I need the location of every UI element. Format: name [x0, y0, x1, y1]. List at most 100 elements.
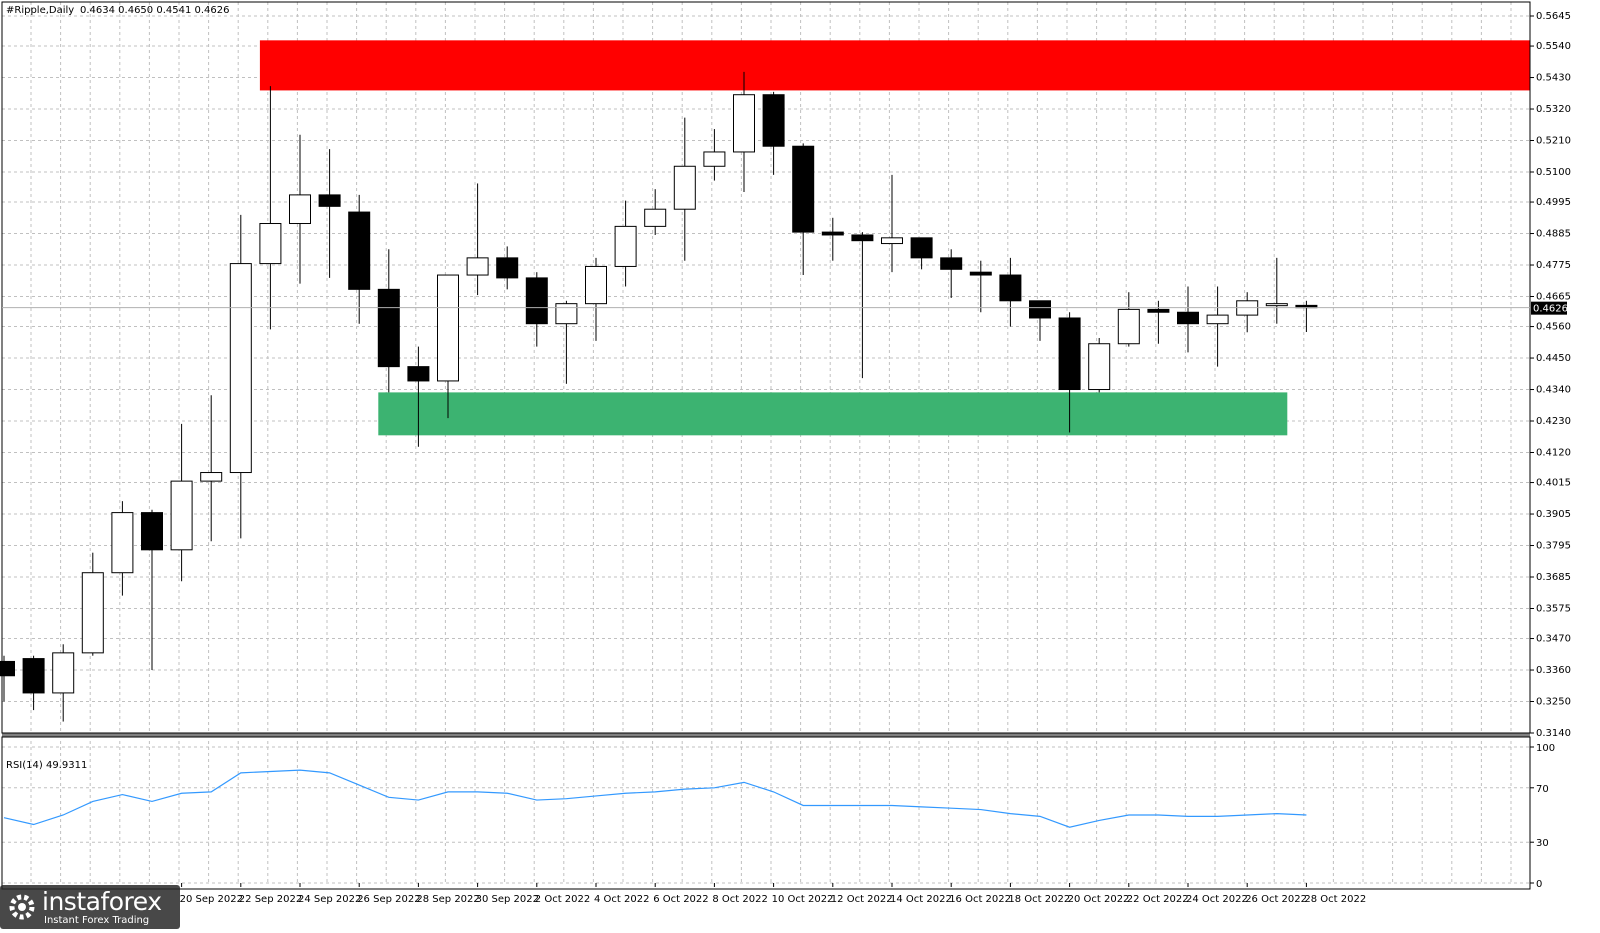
- candle: [673, 117, 696, 261]
- price-axis-tick-label: 0.3470: [1536, 634, 1571, 645]
- candle: [555, 300, 578, 384]
- candle-body: [703, 151, 726, 167]
- price-axis-tick-label: 0.3685: [1536, 572, 1571, 583]
- price-axis-tick-label: 0.3905: [1536, 509, 1571, 520]
- axis-layer: 0.5645 0.5540 0.5430 0.5320 0.5210 0.5100 0.49…: [1, 1, 1571, 905]
- candle: [259, 86, 282, 330]
- price-axis-tick-label: 0.4775: [1536, 260, 1571, 271]
- candle-body: [22, 658, 45, 694]
- date-axis-tick-label: 26 Oct 2022: [1245, 894, 1307, 905]
- candle-body: [1206, 314, 1229, 325]
- price-axis-tick-label: 0.5100: [1536, 167, 1571, 178]
- date-axis-tick-label: 22 Oct 2022: [1127, 894, 1189, 905]
- candle-body: [111, 512, 134, 574]
- candle: [0, 655, 15, 702]
- date-axis-tick-label: 20 Oct 2022: [1068, 894, 1130, 905]
- price-axis-tick-label: 0.5430: [1536, 73, 1571, 84]
- candle: [1117, 292, 1140, 347]
- date-axis-tick-label: 24 Sep 2022: [298, 894, 361, 905]
- candle-body: [259, 223, 282, 265]
- candle: [170, 423, 193, 582]
- candle-body: [999, 274, 1022, 302]
- candle: [644, 189, 667, 235]
- date-axis-tick-label: 24 Oct 2022: [1186, 894, 1248, 905]
- date-axis-tick-label: 30 Sep 2022: [476, 894, 539, 905]
- candle-body: [437, 274, 459, 382]
- candle: [1265, 257, 1288, 324]
- candle-body: [733, 94, 755, 153]
- candle: [318, 149, 341, 278]
- rsi-axis-tick-label: 100: [1536, 743, 1555, 754]
- candle-body: [910, 237, 933, 259]
- candle-body: [1088, 343, 1111, 391]
- price-axis-tick-label: 0.4665: [1536, 292, 1571, 303]
- candle: [999, 257, 1022, 327]
- candle-layer: [0, 71, 1318, 722]
- candle: [141, 509, 163, 671]
- candle-body: [52, 652, 75, 694]
- candle-body: [851, 234, 874, 242]
- candle: [969, 260, 992, 313]
- candle: [22, 655, 45, 711]
- price-axis-tick-label: 0.5540: [1536, 41, 1571, 52]
- candle: [762, 91, 785, 175]
- price-axis-tick-label: 0.4885: [1536, 229, 1571, 240]
- price-axis-tick-label: 0.4230: [1536, 416, 1571, 427]
- rsi-header-label: RSI(14) 49.9311: [6, 760, 87, 771]
- candle-body: [407, 366, 430, 382]
- candle-body: [1117, 308, 1140, 345]
- candle-body: [141, 512, 163, 551]
- date-axis-tick-label: 8 Oct 2022: [712, 894, 767, 905]
- candle-body: [289, 194, 311, 225]
- candle: [111, 501, 134, 596]
- price-axis-tick-label: 0.5320: [1536, 104, 1571, 115]
- candle: [525, 272, 548, 347]
- rsi-axis-tick-label: 0: [1536, 879, 1542, 890]
- candle-body: [81, 572, 104, 654]
- candle: [1088, 338, 1111, 393]
- candle-body: [466, 257, 489, 276]
- candle-body: [348, 211, 371, 290]
- rsi-line: [3, 769, 1307, 828]
- candle-body: [673, 165, 696, 210]
- candle: [348, 194, 371, 324]
- candle-body: [1265, 303, 1288, 307]
- current-price-label: 0.4626: [1533, 304, 1568, 315]
- candle-body: [555, 303, 578, 325]
- instaforex-logo-icon: [9, 894, 35, 920]
- candle: [703, 129, 726, 181]
- watermark-brand: instaforex: [42, 887, 162, 916]
- candle-body: [969, 271, 992, 276]
- date-axis-tick-label: 28 Oct 2022: [1304, 894, 1366, 905]
- candle: [229, 214, 252, 539]
- candle-body: [496, 257, 519, 279]
- candle-body: [1058, 317, 1081, 391]
- candle: [614, 200, 637, 287]
- price-axis-tick-label: 0.3360: [1536, 665, 1571, 676]
- price-axis-tick-label: 0.4995: [1536, 197, 1571, 208]
- date-axis-tick-label: 18 Oct 2022: [1008, 894, 1070, 905]
- date-axis-tick-label: 28 Sep 2022: [416, 894, 479, 905]
- candle: [585, 257, 607, 341]
- candle: [52, 644, 75, 722]
- price-axis-tick-label: 0.3795: [1536, 541, 1571, 552]
- candle-body: [200, 472, 223, 482]
- candle: [81, 552, 104, 656]
- candle-body: [881, 237, 903, 245]
- candle-body: [525, 277, 548, 325]
- current-price-tag: 0.4626: [1531, 301, 1568, 315]
- candle: [466, 183, 489, 296]
- date-axis-tick-label: 26 Sep 2022: [357, 894, 420, 905]
- candle-body: [762, 94, 785, 147]
- candle: [792, 143, 815, 276]
- price-axis-tick-label: 0.4120: [1536, 447, 1571, 458]
- candle: [1177, 286, 1199, 353]
- candle: [851, 232, 874, 379]
- candle-body: [170, 480, 193, 551]
- candle: [1058, 312, 1081, 433]
- candle: [940, 249, 963, 298]
- candle: [910, 237, 933, 270]
- candle: [733, 71, 755, 193]
